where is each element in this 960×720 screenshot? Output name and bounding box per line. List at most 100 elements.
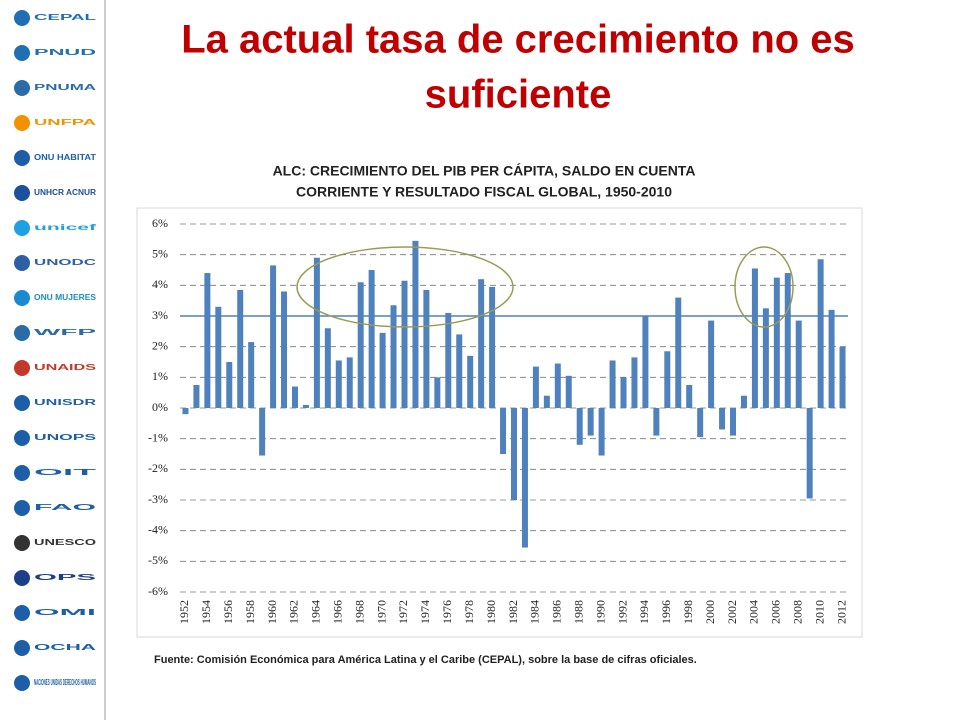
bar <box>390 305 397 408</box>
logo-label: UNISDR <box>34 398 96 407</box>
bar <box>193 385 200 408</box>
slide-title: La actual tasa de crecimiento no es <box>181 18 855 62</box>
logo-label: NACIONES UNIDAS DERECHOS HUMANOS <box>34 678 96 687</box>
slide-title: suficiente <box>425 73 612 117</box>
logo-emblem <box>14 10 30 26</box>
logo-emblem <box>14 255 30 271</box>
plot: -6% -5% -4% -3% -2% -1% 0% 1% 2% 3% 4% 5% 6% 1952 1954… <box>148 216 848 624</box>
logo-label: PNUD <box>34 48 97 57</box>
bar <box>456 334 463 408</box>
logo-label: UNESCO <box>34 538 96 547</box>
bar <box>215 306 222 408</box>
bar <box>521 408 528 548</box>
logo-emblem <box>14 535 30 551</box>
bar <box>762 308 769 408</box>
x-tick-label: 2012 <box>834 600 848 624</box>
bar <box>719 408 726 430</box>
logo-label: OCHA <box>34 643 97 652</box>
bar <box>346 357 353 408</box>
bar <box>401 280 408 408</box>
bar <box>686 385 693 408</box>
bar <box>543 395 550 408</box>
highlight-ellipse <box>734 246 794 328</box>
bar <box>740 395 747 408</box>
bar <box>839 346 846 408</box>
y-tick-label: -2% <box>148 461 168 475</box>
bar <box>730 408 737 436</box>
logo-label: ONU HABITAT <box>34 153 96 162</box>
bar <box>554 363 561 408</box>
bar <box>335 360 342 408</box>
y-tick-label: 3% <box>152 308 168 322</box>
x-tick-label: 1968 <box>352 600 366 624</box>
y-tick-label: -3% <box>148 492 168 506</box>
logo-label: OMI <box>34 608 96 617</box>
logo-label: OPS <box>34 573 98 582</box>
bar <box>708 320 715 408</box>
logo-emblem <box>14 290 30 306</box>
bar <box>237 289 244 408</box>
bar <box>642 316 649 408</box>
logo-emblem <box>14 325 30 341</box>
logo-label: unicef <box>34 223 97 232</box>
logo-emblem <box>14 220 30 236</box>
bar <box>423 289 430 408</box>
x-tick-label: 1972 <box>396 600 410 624</box>
x-tick-label: 1980 <box>484 600 498 624</box>
chart-title: CORRIENTE Y RESULTADO FISCAL GLOBAL, 195… <box>296 184 672 200</box>
bar <box>445 312 452 408</box>
x-tick-label: 1996 <box>659 600 673 624</box>
x-tick-label: 1976 <box>440 600 454 624</box>
x-tick-label: 1964 <box>309 600 323 624</box>
bar <box>620 377 627 408</box>
x-tick-label: 1982 <box>506 600 520 624</box>
bar <box>357 282 364 408</box>
logo-label: UNAIDS <box>34 363 97 372</box>
x-tick-label: 1994 <box>637 600 651 624</box>
x-tick-label: 1956 <box>221 600 235 624</box>
x-tick-label: 2008 <box>790 600 804 624</box>
logo-emblem <box>14 80 30 96</box>
bar <box>511 408 517 500</box>
logo-label: PNUMA <box>34 83 96 92</box>
x-tick-label: 2006 <box>769 600 783 624</box>
x-tick-label: 2002 <box>725 600 739 624</box>
bar <box>478 279 485 408</box>
bar <box>675 297 682 408</box>
bar <box>664 351 671 408</box>
bar <box>412 240 419 408</box>
bar <box>368 270 375 408</box>
x-tick-label: 1984 <box>528 600 542 624</box>
x-tick-label: 1998 <box>681 600 695 624</box>
logo-label: ONU MUJERES <box>34 293 97 302</box>
y-tick-label: 0% <box>152 400 168 414</box>
logo-label: CEPAL <box>34 13 96 22</box>
y-tick-label: 6% <box>152 216 168 230</box>
bar <box>259 408 266 456</box>
bar <box>598 408 605 456</box>
x-tick-label: 1988 <box>571 600 585 624</box>
bar <box>609 360 616 408</box>
bar <box>500 408 507 454</box>
x-tick-label: 1992 <box>615 600 629 624</box>
chart-frame <box>136 207 863 638</box>
bar <box>828 309 835 408</box>
x-tick-label: 2000 <box>703 600 717 624</box>
bar <box>576 408 583 445</box>
bar <box>434 377 441 408</box>
logo-emblem <box>14 115 30 131</box>
bar <box>631 357 638 408</box>
logo-emblem <box>14 570 30 586</box>
y-tick-label: 5% <box>152 246 168 260</box>
x-tick-label: 1990 <box>593 600 607 624</box>
bar <box>204 273 211 408</box>
y-tick-label: 1% <box>152 369 168 383</box>
x-tick-label: 2004 <box>747 600 761 624</box>
bar <box>291 386 298 408</box>
bar <box>467 355 474 408</box>
bar <box>565 375 572 408</box>
y-tick-label: -4% <box>148 522 168 536</box>
y-tick-label: 2% <box>152 338 168 352</box>
x-tick-label: 1952 <box>177 600 191 624</box>
